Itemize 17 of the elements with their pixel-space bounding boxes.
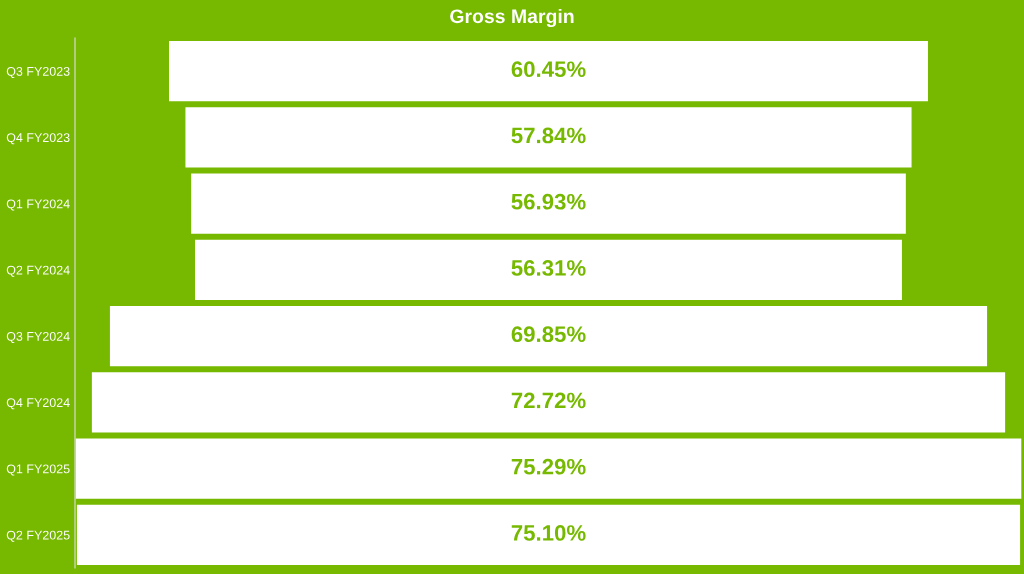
data-label: 56.93% xyxy=(511,193,586,210)
data-label: 69.85% xyxy=(511,326,586,343)
category-label: Q3 FY2023 xyxy=(6,66,70,79)
category-label: Q2 FY2024 xyxy=(6,265,70,277)
category-label: Q1 FY2024 xyxy=(6,199,70,211)
data-label: 75.29% xyxy=(511,458,586,475)
data-label: 56.31% xyxy=(511,260,586,276)
category-label: Q4 FY2023 xyxy=(6,133,70,145)
data-label: 75.10% xyxy=(511,525,586,541)
category-label: Q2 FY2025 xyxy=(6,530,70,542)
category-label: Q3 FY2024 xyxy=(6,331,70,344)
data-label: 57.84% xyxy=(511,127,586,144)
text: Gross Margin xyxy=(450,8,574,28)
data-label: 60.45% xyxy=(511,61,586,78)
data-label: 72.72% xyxy=(511,392,586,409)
category-label: Q4 FY2024 xyxy=(6,398,70,410)
category-label: Q1 FY2025 xyxy=(6,464,70,476)
